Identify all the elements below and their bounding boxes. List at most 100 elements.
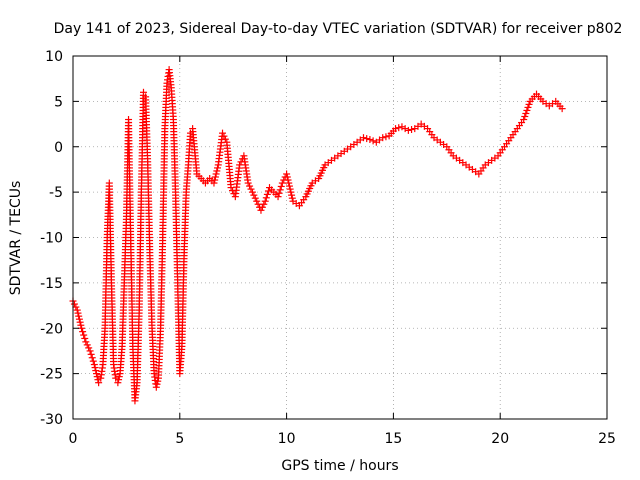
data-point-marker [522,109,530,117]
data-point-marker [359,134,367,142]
data-point-marker [285,182,293,190]
data-point-marker [276,186,284,194]
data-point-marker [277,182,285,190]
data-point-marker [75,315,83,323]
data-point-marker [211,173,219,181]
data-point-marker [278,179,286,187]
y-tick-label: -5 [49,185,63,201]
y-tick-label: -10 [40,231,63,247]
data-point-marker [286,185,294,193]
data-point-marker [114,379,122,387]
data-point-marker [246,182,254,190]
data-point-marker [72,303,80,311]
x-tick-label: 20 [491,431,509,447]
data-point-marker [392,125,400,133]
data-point-marker [379,134,387,142]
y-tick-label: -20 [40,321,63,337]
data-point-marker [220,132,228,140]
data-point-marker [525,100,533,108]
data-point-marker [257,206,265,214]
data-point-marker [90,361,98,369]
data-point-marker [250,191,258,199]
data-point-marker [85,344,93,352]
data-point-marker [81,334,89,342]
data-point-marker [212,170,220,178]
chart-title: Day 141 of 2023, Sidereal Day-to-day VTE… [54,21,623,37]
data-point-marker [221,135,229,143]
data-point-marker [263,190,271,198]
data-point-marker [219,129,227,137]
axis-ticks: 0 5 10 15 20 25 -30 -25 -20 -15 -10 -5 0 5 10 [40,49,616,447]
data-point-marker [288,191,296,199]
data-point-marker [73,306,81,314]
data-point-marker [70,300,78,308]
data-point-marker [247,185,255,193]
data-point-marker [404,126,412,134]
data-point-marker [398,123,406,131]
data-point-marker [369,137,377,145]
y-tick-label: 10 [45,49,63,65]
data-point-marker [524,103,532,111]
data-point-marker [93,373,101,381]
data-point-marker [408,126,416,134]
data-point-marker [80,331,88,339]
data-point-marker [89,357,97,365]
data-point-marker [275,189,283,197]
data-point-marker [86,347,94,355]
data-point-marker [211,176,219,184]
data-point-marker [395,124,403,132]
data-point-marker [260,200,268,208]
data-point-marker [82,338,90,346]
data-point-marker [88,354,96,362]
data-point-marker [523,106,531,114]
data-point-marker [558,105,566,113]
y-tick-label: -25 [40,367,63,383]
data-point-marker [366,135,374,143]
y-tick-label: 0 [54,140,63,156]
data-point-marker [244,179,252,187]
x-axis-title: GPS time / hours [281,458,398,474]
data-point-marker [258,203,266,211]
data-point-marker [261,197,269,205]
data-point-marker [521,113,529,120]
data-point-marker [92,370,100,378]
data-points [69,66,566,405]
data-point-marker [251,194,259,202]
data-point-marker [87,350,95,358]
data-point-marker [284,176,292,184]
data-point-marker [115,376,123,384]
data-point-marker [401,125,409,133]
data-point-marker [78,324,86,332]
x-tick-label: 5 [175,431,184,447]
data-point-marker [363,135,371,143]
data-point-marker [210,179,218,187]
data-point-marker [288,194,296,202]
data-point-marker [77,321,85,329]
data-point-marker [213,167,221,175]
data-point-marker [79,328,87,336]
data-point-marker [382,133,390,141]
data-point-marker [75,312,83,320]
y-tick-label: 5 [54,94,63,110]
data-point-marker [283,170,291,178]
y-tick-label: -30 [40,412,63,428]
x-tick-label: 25 [598,431,616,447]
data-point-marker [152,383,160,391]
data-point-marker [287,188,295,196]
data-point-marker [115,373,123,381]
data-point-marker [264,187,272,195]
data-point-marker [520,116,528,124]
x-tick-label: 15 [384,431,402,447]
data-point-marker [214,164,222,172]
data-point-marker [91,364,99,372]
data-point-marker [139,88,147,96]
data-point-marker [153,380,161,388]
y-tick-label: -15 [40,276,63,292]
data-point-marker [83,341,91,349]
x-tick-label: 0 [69,431,78,447]
data-point-marker [285,179,293,187]
x-tick-label: 10 [278,431,296,447]
data-point-marker [92,367,100,375]
data-point-marker [95,379,103,387]
